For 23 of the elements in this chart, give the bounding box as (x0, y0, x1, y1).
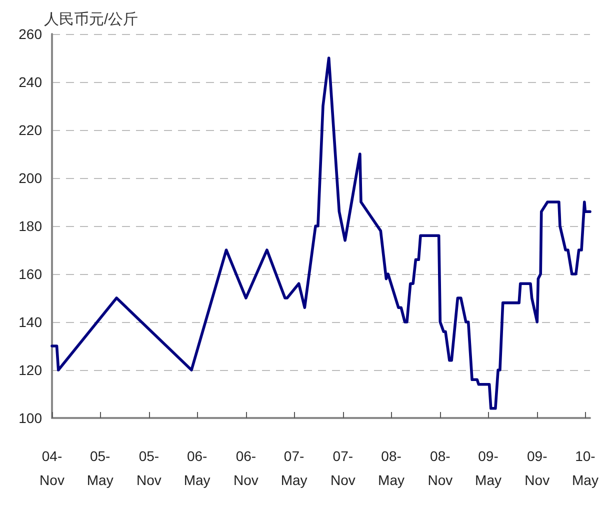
y-tick-label: 240 (18, 74, 42, 90)
x-tick-label: 06- May (184, 448, 210, 488)
y-tick-label: 220 (18, 122, 42, 138)
y-axis-title: 人民币元/公斤 (44, 11, 138, 28)
y-tick-label: 160 (18, 266, 42, 282)
x-tick-label: 05- May (86, 448, 114, 488)
y-tick-label: 140 (18, 314, 42, 330)
y-tick-label: 100 (18, 410, 42, 426)
y-tick-label: 180 (18, 218, 42, 234)
x-tick-label: 07- May (280, 448, 308, 488)
y-tick-label: 260 (18, 26, 42, 42)
y-tick-label: 200 (18, 170, 42, 186)
x-tick-label: 08- May (378, 448, 404, 488)
x-tick-label: 05- Nov (136, 448, 162, 488)
x-tick-label: 08- Nov (428, 448, 453, 488)
x-tick-label: 07- Nov (330, 448, 356, 488)
x-tick-label: 10- May (572, 448, 598, 488)
y-tick-label: 120 (18, 362, 42, 378)
x-tick-label: 06- Nov (233, 448, 258, 488)
x-tick-label: 09- Nov (524, 448, 550, 488)
x-tick-label: 09- May (475, 448, 502, 488)
line-series (50, 56, 592, 410)
x-tick-label: 04- Nov (40, 448, 64, 488)
